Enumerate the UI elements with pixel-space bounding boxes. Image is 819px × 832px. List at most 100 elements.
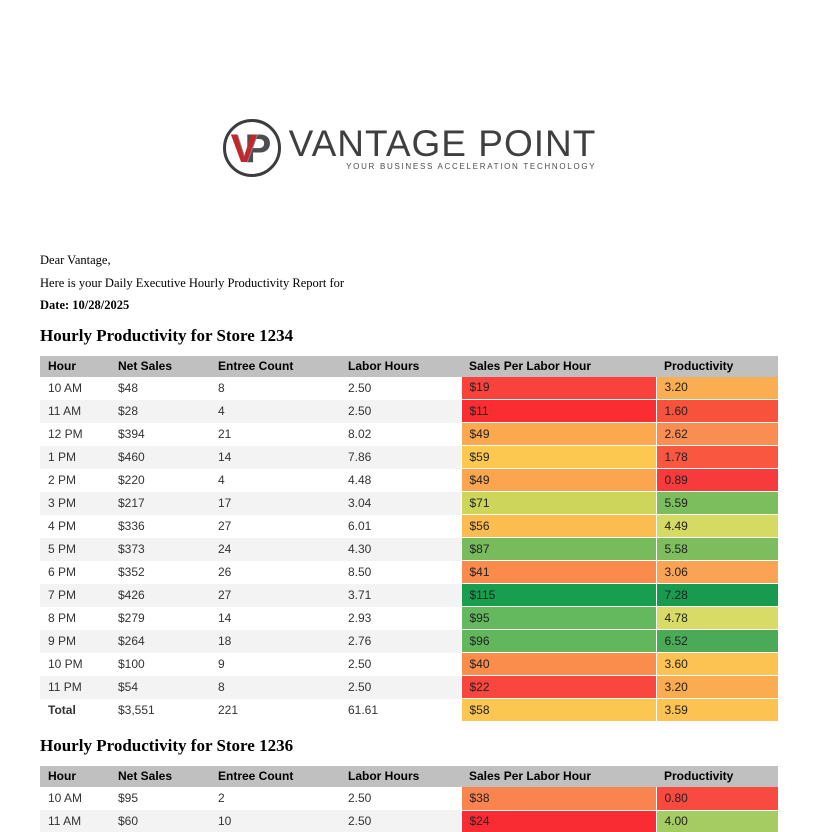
table-row: 9 PM $264 18 2.76 $96 6.52 bbox=[40, 629, 778, 653]
greeting-line: Dear Vantage, bbox=[40, 253, 111, 267]
cell-productivity: 4.78 bbox=[655, 606, 778, 630]
cell-sales-per-labor-hour: $19 bbox=[460, 376, 656, 400]
cell-labor-hours: 2.50 bbox=[340, 810, 461, 832]
cell-entree-count: 2 bbox=[218, 791, 225, 805]
cell-sales-per-labor-hour: $71 bbox=[460, 491, 656, 515]
cell-entree-count: 14 bbox=[218, 610, 232, 625]
cell-hour: 12 PM bbox=[48, 426, 83, 441]
monogram-letter-v: V bbox=[230, 127, 258, 171]
cell-labor-hours: 2.50 bbox=[348, 791, 372, 805]
cell-productivity: 0.89 bbox=[655, 468, 778, 492]
cell-sales-per-labor-hour: $56 bbox=[460, 514, 656, 538]
cell-labor-hours: 6.01 bbox=[348, 518, 372, 533]
cell-sales-per-labor-hour: $96 bbox=[460, 629, 656, 653]
table-row: 6 PM $352 26 8.50 $41 3.06 bbox=[40, 560, 778, 584]
cell-productivity: 5.58 bbox=[655, 537, 778, 561]
cell-productivity: 3.06 bbox=[655, 560, 778, 584]
cell-hour: 8 PM bbox=[48, 610, 77, 625]
cell-entree-count: 8 bbox=[218, 380, 225, 395]
column-header: Productivity bbox=[656, 766, 778, 787]
table-row: 7 PM $426 27 3.71 $115 7.28 bbox=[40, 583, 778, 607]
vantage-point-logo: P V VANTAGE POINT YOUR BUSINESS ACCELERA… bbox=[0, 0, 819, 180]
cell-labor-hours: 4.48 bbox=[348, 472, 372, 487]
cell-sales-per-labor-hour: $24 bbox=[460, 810, 656, 832]
cell-hour: 11 AM bbox=[40, 810, 110, 832]
cell-entree-count: 27 bbox=[218, 518, 232, 533]
cell-entree-count: 21 bbox=[218, 426, 232, 441]
cell-hour: 10 PM bbox=[48, 656, 83, 671]
cell-hour: 3 PM bbox=[40, 491, 110, 515]
cell-sales-per-labor-hour: $115 bbox=[460, 583, 656, 607]
table-header-row: Hour Net Sales Entree Count Labor Hours Sale… bbox=[40, 355, 778, 377]
cell-sales-per-labor-hour: $49 bbox=[460, 422, 656, 446]
store-1236-title: Hourly Productivity for Store 1236 bbox=[40, 736, 294, 755]
vp-monogram-icon: P V bbox=[222, 119, 281, 177]
cell-entree-count: 18 bbox=[210, 629, 340, 653]
cell-hour: Total bbox=[48, 702, 76, 717]
email-greeting: Dear Vantage, Here is your Daily Executi… bbox=[40, 254, 778, 312]
cell-net-sales: $352 bbox=[118, 564, 145, 579]
column-header: Sales Per Labor Hour bbox=[461, 355, 656, 377]
cell-net-sales: $3,551 bbox=[118, 702, 155, 717]
cell-productivity: 3.20 bbox=[655, 675, 778, 699]
cell-sales-per-labor-hour: $11 bbox=[460, 399, 656, 423]
cell-hour: 5 PM bbox=[40, 537, 110, 561]
cell-net-sales: $426 bbox=[110, 583, 210, 607]
cell-sales-per-labor-hour: $41 bbox=[460, 560, 656, 584]
cell-productivity: 5.59 bbox=[655, 491, 778, 515]
column-header: Net Sales bbox=[110, 355, 210, 377]
cell-sales-per-labor-hour: $87 bbox=[460, 537, 656, 561]
cell-productivity: 1.78 bbox=[655, 445, 778, 469]
cell-labor-hours: 4.30 bbox=[340, 537, 461, 561]
column-header: Entree Count bbox=[210, 766, 340, 787]
cell-sales-per-labor-hour: $49 bbox=[460, 468, 656, 492]
monogram-letter-p: P bbox=[244, 127, 272, 171]
cell-hour: 9 PM bbox=[40, 629, 110, 653]
report-description-line: Here is your Daily Executive Hourly Prod… bbox=[40, 275, 345, 290]
cell-productivity: 4.49 bbox=[655, 514, 778, 538]
cell-net-sales: $95 bbox=[118, 791, 139, 805]
cell-net-sales: $264 bbox=[110, 629, 210, 653]
cell-labor-hours: 8.50 bbox=[348, 564, 372, 579]
logo-wordmark: VANTAGE POINT bbox=[288, 122, 597, 164]
cell-productivity: 2.62 bbox=[655, 422, 778, 446]
cell-net-sales: $100 bbox=[118, 656, 145, 671]
cell-sales-per-labor-hour: $22 bbox=[460, 675, 656, 699]
cell-hour: 1 PM bbox=[40, 445, 110, 469]
cell-hour: 10 AM bbox=[48, 380, 83, 395]
cell-labor-hours: 2.50 bbox=[340, 399, 461, 423]
cell-labor-hours: 7.86 bbox=[340, 445, 461, 469]
column-header: Labor Hours bbox=[340, 355, 461, 377]
cell-net-sales: $373 bbox=[110, 537, 210, 561]
cell-net-sales: $28 bbox=[110, 399, 210, 423]
column-header: Hour bbox=[40, 766, 110, 787]
cell-labor-hours: 61.61 bbox=[348, 702, 379, 717]
cell-labor-hours: 8.02 bbox=[348, 426, 372, 441]
cell-net-sales: $394 bbox=[118, 426, 145, 441]
column-header: Productivity bbox=[656, 355, 778, 377]
table-row: 8 PM $279 14 2.93 $95 4.78 bbox=[40, 606, 778, 630]
table-row: 10 AM $48 8 2.50 $19 3.20 bbox=[40, 376, 778, 400]
table-row: 10 AM $95 2 2.50 $38 0.80 bbox=[40, 787, 778, 811]
table-row: 2 PM $220 4 4.48 $49 0.89 bbox=[40, 468, 778, 492]
cell-net-sales: $220 bbox=[118, 472, 145, 487]
table-row: 11 AM $28 4 2.50 $11 1.60 bbox=[40, 399, 778, 423]
column-header: Hour bbox=[40, 355, 110, 377]
cell-entree-count: 4 bbox=[210, 399, 340, 423]
table-row: 11 PM $54 8 2.50 $22 3.20 bbox=[40, 675, 778, 699]
cell-labor-hours: 3.04 bbox=[340, 491, 461, 515]
cell-net-sales: $336 bbox=[118, 518, 145, 533]
cell-entree-count: 8 bbox=[210, 675, 340, 699]
table-row: 5 PM $373 24 4.30 $87 5.58 bbox=[40, 537, 778, 561]
cell-entree-count: 10 bbox=[210, 810, 340, 832]
cell-entree-count: 27 bbox=[210, 583, 340, 607]
table-row: 4 PM $336 27 6.01 $56 4.49 bbox=[40, 514, 778, 538]
cell-labor-hours: 3.71 bbox=[340, 583, 461, 607]
store-1234-title: Hourly Productivity for Store 1234 bbox=[40, 325, 294, 345]
cell-hour: 2 PM bbox=[48, 472, 77, 487]
cell-entree-count: 9 bbox=[218, 656, 225, 671]
report-content: Dear Vantage, Here is your Daily Executi… bbox=[40, 254, 778, 832]
cell-sales-per-labor-hour: $58 bbox=[460, 698, 656, 722]
cell-hour: 11 AM bbox=[40, 399, 110, 423]
table-row: 3 PM $217 17 3.04 $71 5.59 bbox=[40, 491, 778, 515]
